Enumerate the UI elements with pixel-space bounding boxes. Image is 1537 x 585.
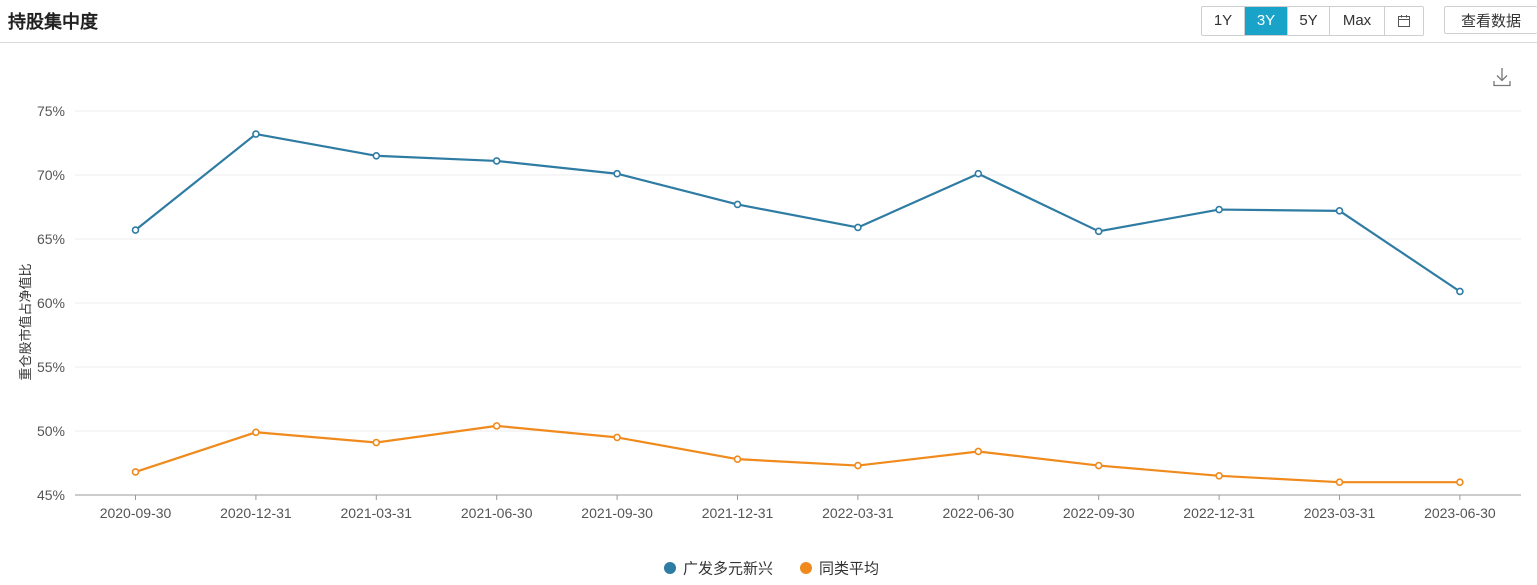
legend-label: 同类平均 [819,560,879,578]
data-point[interactable] [854,223,862,232]
x-tick-label: 2020-12-31 [220,505,292,521]
y-axis-label: 重仓股市值占净值比 [18,263,34,380]
data-point[interactable] [733,200,742,209]
y-tick-label: 50% [37,423,65,439]
data-point[interactable] [131,468,140,476]
data-point[interactable] [252,428,260,437]
x-tick-label: 2021-06-30 [461,505,533,521]
concentration-line-chart: 45% 50% 55% 60% 65% 70% 75% 2020-09-30 2020-12-… [18,103,1521,578]
y-tick-label: 65% [37,231,65,247]
data-point[interactable] [1456,478,1464,487]
range-button-5y[interactable]: 5Y [1288,7,1330,35]
data-point[interactable] [974,169,983,178]
data-point[interactable] [372,152,381,160]
chart-header: 持股集中度 1Y 3Y 5Y Max 查看数据 [0,0,1537,43]
range-button-1y[interactable]: 1Y [1202,7,1245,35]
x-tick-label: 2021-03-31 [340,505,412,521]
y-tick-label: 75% [37,103,65,119]
x-tick-label: 2021-12-31 [702,505,774,521]
x-tick-label: 2023-03-31 [1304,505,1376,521]
data-point[interactable] [252,130,260,138]
x-tick-label: 2022-09-30 [1063,505,1135,521]
series [131,130,1464,487]
legend: 广发多元新兴 同类平均 [664,560,879,578]
series-line-1 [134,132,1461,293]
data-point[interactable] [1094,227,1103,236]
y-axis: 45% 50% 55% 60% 65% 70% 75% [37,103,65,503]
x-axis: 2020-09-30 2020-12-31 2021-03-31 2021-06-30… [75,494,1521,521]
data-point[interactable] [492,157,501,165]
x-tick-label: 2020-09-30 [100,505,172,521]
legend-marker [800,562,812,574]
data-point[interactable] [492,422,501,430]
x-tick-label: 2022-06-30 [942,505,1014,521]
range-button-max[interactable]: Max [1330,7,1385,35]
legend-item-1[interactable]: 广发多元新兴 [664,560,773,578]
data-point[interactable] [1456,287,1464,296]
x-tick-label: 2023-06-30 [1424,505,1496,521]
range-button-3y[interactable]: 3Y [1245,7,1288,35]
calendar-button[interactable] [1385,7,1423,35]
y-tick-label: 45% [37,487,65,503]
x-tick-label: 2022-12-31 [1183,505,1255,521]
data-point[interactable] [613,169,621,178]
x-tick-label: 2021-09-30 [581,505,653,521]
data-point[interactable] [854,461,862,470]
data-point[interactable] [974,447,983,456]
data-point[interactable] [1335,207,1344,215]
data-point[interactable] [613,433,621,442]
data-point[interactable] [131,226,140,234]
view-data-button[interactable]: 查看数据 [1444,6,1537,34]
series-line-2 [135,424,1460,484]
legend-marker [664,562,676,574]
download-icon[interactable] [1491,66,1513,88]
y-tick-label: 55% [37,359,65,375]
data-point[interactable] [1215,205,1223,214]
data-point[interactable] [372,438,381,447]
data-point[interactable] [733,455,742,463]
calendar-icon [1398,15,1410,27]
data-point[interactable] [1094,461,1103,470]
chart-title: 持股集中度 [8,12,98,33]
gridlines [75,110,1521,432]
y-tick-label: 60% [37,295,65,311]
legend-label: 广发多元新兴 [683,560,773,578]
range-selector: 1Y 3Y 5Y Max [1201,6,1424,36]
data-point[interactable] [1335,478,1344,487]
x-tick-label: 2022-03-31 [822,505,894,521]
data-point[interactable] [1215,471,1223,480]
y-tick-label: 70% [37,167,65,183]
legend-item-2[interactable]: 同类平均 [800,560,879,578]
